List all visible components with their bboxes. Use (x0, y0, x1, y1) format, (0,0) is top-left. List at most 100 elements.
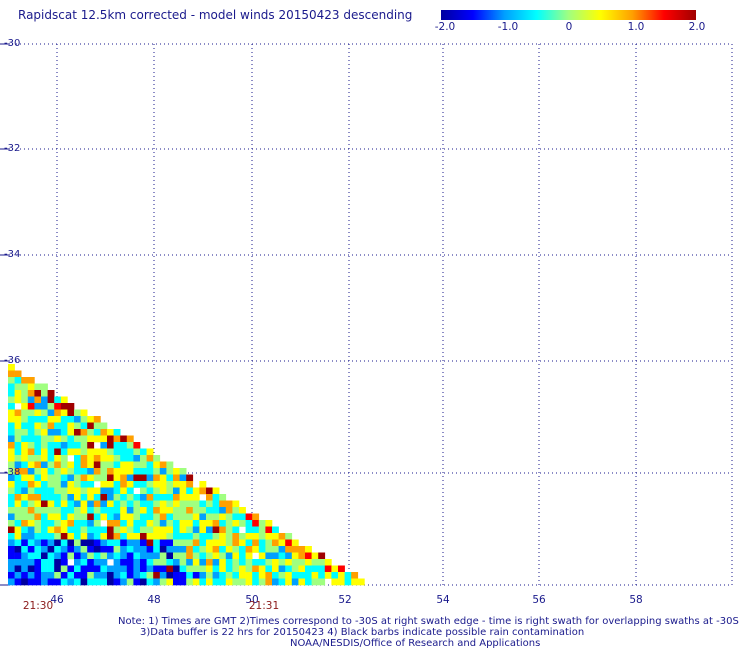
wind-cell (239, 513, 246, 521)
wind-cell (27, 383, 35, 391)
wind-cell (93, 474, 101, 482)
wind-cell (133, 526, 141, 534)
lon-label-56: 56 (532, 594, 546, 606)
wind-cell (239, 572, 246, 579)
wind-cell (93, 500, 101, 508)
wind-cell (179, 572, 187, 579)
wind-cell (60, 513, 68, 521)
wind-cell (186, 539, 194, 547)
wind-cell (146, 494, 154, 501)
wind-cell (54, 429, 62, 436)
wind-cell (140, 474, 147, 482)
wind-cell (153, 572, 161, 579)
wind-cell (113, 455, 121, 462)
wind-cell (272, 572, 279, 579)
wind-cell (179, 487, 187, 495)
wind-cell (140, 565, 147, 573)
wind-cell (54, 520, 62, 527)
wind-cell (27, 474, 35, 482)
wind-cell (41, 442, 48, 449)
wind-cell (153, 500, 161, 508)
wind-cell (14, 572, 22, 579)
wind-cell (173, 520, 180, 527)
wind-cell (47, 429, 55, 436)
wind-cell (80, 578, 88, 586)
wind-cell (60, 461, 68, 469)
wind-cell (74, 429, 81, 436)
wind-cell (74, 409, 81, 417)
wind-cell (21, 546, 29, 553)
wind-cell (173, 468, 180, 475)
wind-cell (8, 390, 15, 397)
wind-cell (93, 455, 101, 462)
wind-cell (21, 461, 29, 469)
wind-cell (252, 533, 260, 540)
wind-cell (133, 481, 141, 488)
wind-cell (179, 533, 187, 540)
wind-cell (258, 533, 266, 540)
wind-cell (34, 461, 42, 469)
wind-cell (199, 572, 207, 579)
wind-cell (47, 494, 55, 501)
wind-cell (21, 507, 29, 514)
wind-cell (258, 552, 266, 560)
wind-cell (47, 578, 55, 586)
wind-cell (285, 533, 293, 540)
wind-cell (107, 455, 114, 462)
wind-cell (93, 487, 101, 495)
wind-cell (305, 578, 312, 586)
wind-cell (258, 520, 266, 527)
wind-cell (351, 578, 359, 586)
wind-cell (8, 364, 15, 371)
wind-cell (258, 546, 266, 553)
wind-cell (27, 416, 35, 423)
wind-cell (219, 513, 227, 521)
wind-cell (113, 500, 121, 508)
wind-cell (27, 468, 35, 475)
wind-cell (113, 578, 121, 586)
wind-cell (140, 481, 147, 488)
wind-cell (41, 474, 48, 482)
wind-cell (87, 429, 95, 436)
wind-cell (252, 572, 260, 579)
wind-cell (74, 526, 81, 534)
wind-cell (8, 422, 15, 430)
wind-cell (153, 520, 161, 527)
wind-cell (265, 546, 273, 553)
wind-cell (140, 468, 147, 475)
wind-cell (140, 448, 147, 456)
wind-cell (232, 565, 240, 573)
wind-cell (146, 533, 154, 540)
wind-cell (133, 539, 141, 547)
wind-cell (232, 500, 240, 508)
wind-cell (206, 546, 213, 553)
wind-cell (93, 539, 101, 547)
wind-cell (239, 533, 246, 540)
wind-cell (272, 539, 279, 547)
wind-cell (133, 559, 141, 566)
wind-cell (192, 533, 200, 540)
wind-cell (107, 578, 114, 586)
wind-cell (27, 578, 35, 586)
wind-cell (159, 539, 167, 547)
wind-cell (100, 494, 108, 501)
wind-cell (146, 559, 154, 566)
wind-cell (47, 461, 55, 469)
wind-cell (120, 533, 128, 540)
wind-cell (100, 559, 108, 566)
wind-cell (173, 487, 180, 495)
wind-cell (80, 474, 88, 482)
footnote-line-3: NOAA/NESDIS/Office of Research and Appli… (290, 638, 541, 649)
wind-cell (27, 455, 35, 462)
wind-cell (219, 507, 227, 514)
wind-cell (126, 572, 134, 579)
wind-cell (285, 546, 293, 553)
wind-cell (41, 487, 48, 495)
wind-cell (87, 448, 95, 456)
wind-cell (67, 474, 75, 482)
wind-cell (100, 461, 108, 469)
wind-cell (133, 546, 141, 553)
wind-cell (60, 526, 68, 534)
wind-cell (8, 559, 15, 566)
wind-cell (344, 572, 352, 579)
